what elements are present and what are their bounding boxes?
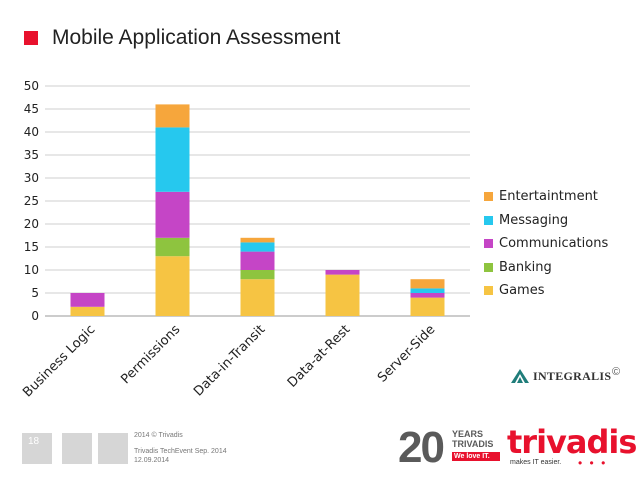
legend-label: Banking bbox=[499, 259, 552, 275]
bar-entertaintment-3 bbox=[240, 237, 275, 243]
trivadis-dots: • • • bbox=[578, 456, 608, 470]
legend-swatch bbox=[484, 192, 493, 202]
integralis-mark-icon bbox=[511, 369, 529, 383]
footer-event: Trivadis TechEvent Sep. 2014 bbox=[134, 448, 227, 455]
footer-box-2 bbox=[62, 433, 92, 464]
page-title: Mobile Application Assessment bbox=[52, 26, 341, 49]
slide-number-box bbox=[22, 433, 52, 464]
years-badge: YEARS TRIVADIS We love IT. bbox=[452, 430, 500, 461]
legend-label: Communications bbox=[499, 236, 609, 252]
years-word: YEARS bbox=[452, 429, 484, 439]
bar-messaging-3 bbox=[240, 242, 275, 252]
integralis-logo: INTEGRALIS bbox=[510, 368, 611, 384]
trivadis-tagline: makes IT easier. bbox=[510, 459, 562, 466]
x-tick-label: Business Logic bbox=[20, 322, 98, 400]
legend-label: Messaging bbox=[499, 212, 569, 228]
y-tick-label: 40 bbox=[24, 125, 39, 139]
y-tick-label: 50 bbox=[24, 79, 39, 93]
bar-games-2 bbox=[155, 256, 190, 316]
bar-messaging-5 bbox=[410, 288, 445, 293]
footer-date: 12.09.2014 bbox=[134, 457, 170, 464]
bar-banking-2 bbox=[155, 237, 190, 257]
bar-messaging-2 bbox=[155, 127, 190, 192]
we-love-it-badge: We love IT. bbox=[452, 452, 500, 461]
y-tick-label: 10 bbox=[24, 263, 39, 277]
bar-games-5 bbox=[410, 297, 445, 316]
bar-entertaintment-5 bbox=[410, 279, 445, 289]
chart-legend: Entertaintment Messaging Communications Ban… bbox=[484, 185, 608, 303]
y-tick-label: 0 bbox=[31, 309, 39, 323]
y-tick-label: 15 bbox=[24, 240, 39, 254]
copyright-mark: © bbox=[612, 366, 621, 378]
bar-games-1 bbox=[70, 306, 105, 316]
x-tick-label: Server-Side bbox=[375, 322, 438, 385]
x-tick-label: Data-at-Rest bbox=[285, 322, 353, 390]
years-number: 20 bbox=[398, 423, 445, 472]
y-tick-label: 35 bbox=[24, 148, 39, 162]
y-tick-label: 25 bbox=[24, 194, 39, 208]
bar-communications-1 bbox=[70, 293, 105, 307]
bar-entertaintment-2 bbox=[155, 104, 190, 128]
legend-item: Communications bbox=[484, 232, 608, 256]
y-tick-label: 5 bbox=[31, 286, 39, 300]
bar-games-3 bbox=[240, 279, 275, 316]
trivadis-small: TRIVADIS bbox=[452, 439, 494, 449]
footer-copyright: 2014 © Trivadis bbox=[134, 432, 183, 439]
bar-communications-3 bbox=[240, 251, 275, 270]
legend-label: Entertaintment bbox=[499, 189, 598, 205]
legend-item: Messaging bbox=[484, 209, 608, 233]
legend-label: Games bbox=[499, 283, 545, 299]
trivadis-logo: trivadis bbox=[507, 423, 637, 461]
legend-swatch bbox=[484, 286, 493, 296]
legend-swatch bbox=[484, 239, 493, 249]
y-tick-label: 30 bbox=[24, 171, 39, 185]
slide-number: 18 bbox=[28, 436, 40, 447]
legend-swatch bbox=[484, 262, 493, 272]
legend-swatch bbox=[484, 215, 493, 225]
legend-item: Games bbox=[484, 279, 608, 303]
bar-communications-5 bbox=[410, 293, 445, 298]
x-tick-label: Permissions bbox=[118, 322, 183, 387]
bar-communications-4 bbox=[325, 270, 360, 275]
x-tick-label: Data-in-Transit bbox=[191, 322, 268, 399]
bar-communications-2 bbox=[155, 191, 190, 238]
legend-item: Entertaintment bbox=[484, 185, 608, 209]
y-tick-label: 20 bbox=[24, 217, 39, 231]
y-tick-label: 45 bbox=[24, 102, 39, 116]
integralis-wordmark: INTEGRALIS bbox=[533, 368, 612, 383]
bar-games-4 bbox=[325, 274, 360, 316]
bar-banking-3 bbox=[240, 270, 275, 280]
title-bullet-square bbox=[24, 31, 38, 45]
legend-item: Banking bbox=[484, 256, 608, 280]
footer-box-3 bbox=[98, 433, 128, 464]
